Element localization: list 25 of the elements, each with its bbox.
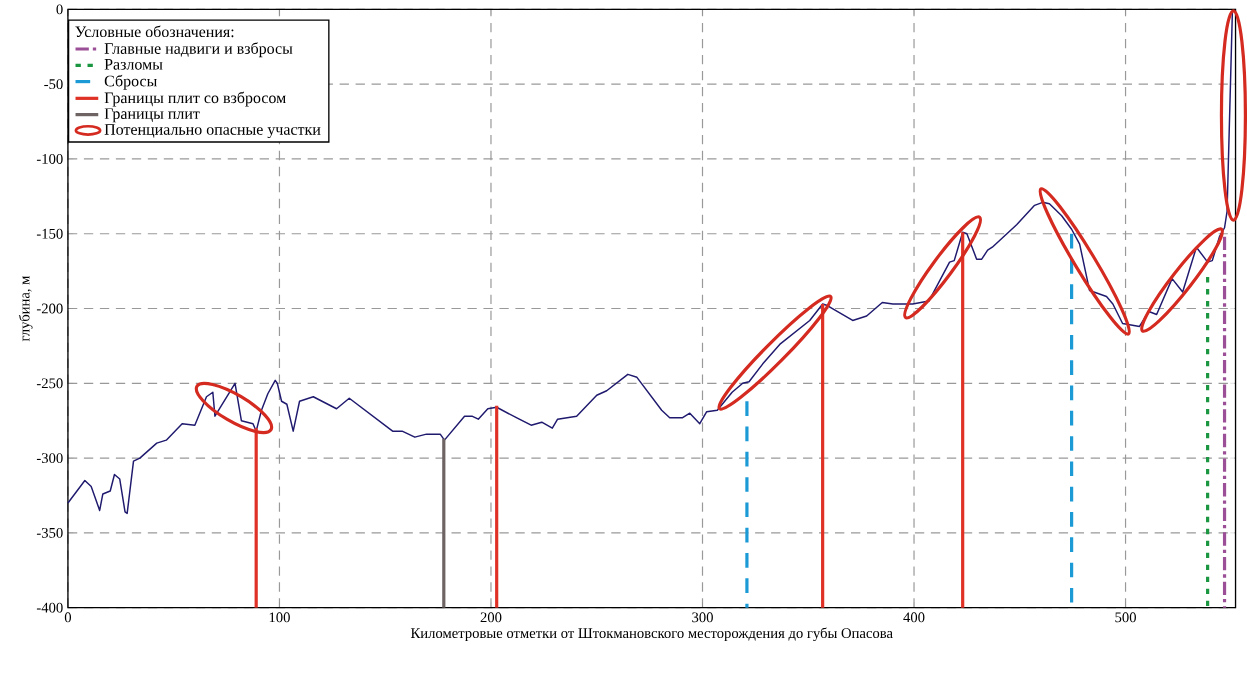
- legend-label: Главные надвиги и взбросы: [104, 42, 293, 58]
- legend-label: Сбросы: [104, 75, 157, 90]
- y-tick-label: -250: [36, 378, 63, 389]
- legend-label: Границы плит со взбросом: [104, 91, 286, 107]
- x-tick-label: 200: [480, 612, 502, 623]
- legend-label: Границы плит: [104, 108, 200, 123]
- y-tick-label: -350: [36, 528, 63, 539]
- y-tick-label: -100: [36, 154, 63, 165]
- annotation: Потенциально опасные участки: [104, 124, 321, 139]
- x-tick-label: 400: [903, 612, 925, 623]
- x-tick-label: 300: [692, 612, 713, 623]
- x-axis-title: Километровые отметки от Штокмановского месторождения до губы Опасова: [410, 627, 893, 642]
- y-tick-label: -200: [36, 303, 63, 314]
- y-tick-label: -50: [44, 79, 63, 90]
- y-axis-title: глубина, м: [18, 276, 33, 342]
- y-tick-label: 0: [56, 4, 63, 15]
- legend-title: Условные обозначения:: [75, 25, 234, 38]
- line-series: [67, 11, 1234, 515]
- legend-label: Разломы: [104, 59, 163, 70]
- x-tick-label: 0: [64, 612, 72, 623]
- y-tick-label: -150: [36, 229, 63, 239]
- x-tick-label: 100: [269, 612, 290, 623]
- y-tick-label: -300: [36, 453, 63, 464]
- x-tick-label: 500: [1115, 612, 1136, 623]
- y-tick-label: -400: [36, 602, 63, 613]
